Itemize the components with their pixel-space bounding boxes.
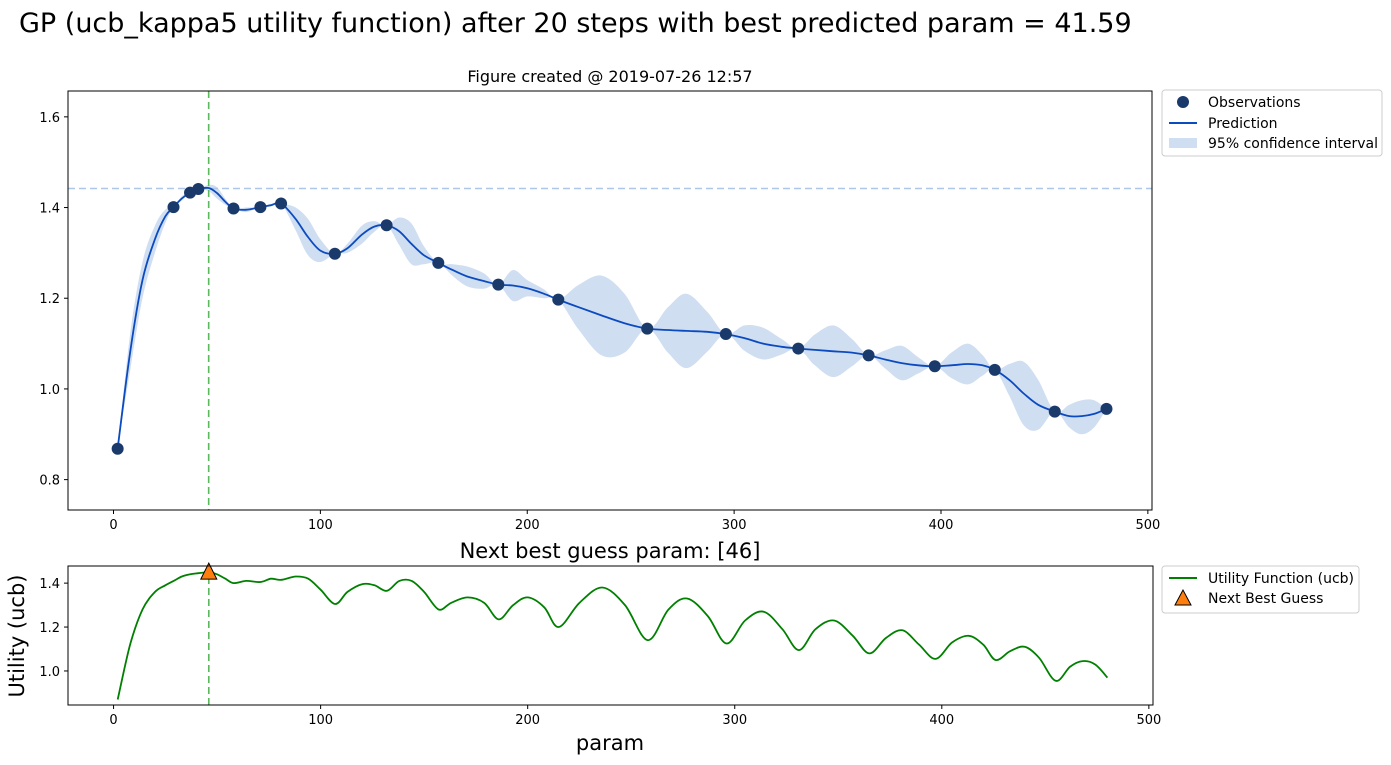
legend-utility-label: Utility Function (ucb) bbox=[1208, 571, 1354, 587]
bottom-axes-frame bbox=[67, 565, 1154, 706]
observation-point bbox=[988, 363, 1001, 376]
bottom-plot-area bbox=[116, 562, 1109, 705]
utility-line bbox=[116, 571, 1109, 700]
observation-point bbox=[167, 201, 180, 214]
observation-point bbox=[719, 328, 732, 341]
observation-point bbox=[552, 293, 565, 306]
bottom-legend: Utility Function (ucb) Next Best Guess bbox=[1161, 565, 1360, 614]
legend-next-guess-label: Next Best Guess bbox=[1208, 591, 1323, 607]
top-xtick-label: 500 bbox=[1135, 518, 1160, 533]
legend-prediction-label: Prediction bbox=[1208, 116, 1278, 132]
observation-point bbox=[328, 247, 341, 260]
observation-point bbox=[928, 360, 941, 373]
bot-ytick-label: 1.4 bbox=[39, 577, 60, 592]
bottom-panel-title: Next best guess param: [46] bbox=[460, 539, 761, 563]
top-plot-area bbox=[68, 91, 1152, 510]
observation-point bbox=[1100, 402, 1113, 415]
observation-point bbox=[1048, 405, 1061, 418]
top-xtick-label: 300 bbox=[722, 518, 747, 533]
utility-panel: Next best guess param: [46] 0 100 200 300 40… bbox=[5, 539, 1161, 755]
top-legend-box bbox=[1161, 89, 1383, 157]
observation-point bbox=[380, 219, 393, 232]
top-xtick-label: 0 bbox=[109, 518, 117, 533]
figure-suptitle: GP (ucb_kappa5 utility function) after 2… bbox=[19, 8, 1132, 39]
top-ytick-label: 1.6 bbox=[39, 111, 60, 126]
observation-point bbox=[492, 278, 505, 291]
legend-observations-marker bbox=[1177, 96, 1189, 108]
observation-point bbox=[432, 256, 445, 269]
bot-ytick-label: 1.2 bbox=[39, 621, 60, 636]
observation-point bbox=[641, 322, 654, 335]
bot-xtick-label: 500 bbox=[1136, 713, 1161, 728]
top-panel-title: Figure created @ 2019-07-26 12:57 bbox=[467, 67, 752, 86]
observation-point bbox=[111, 442, 124, 455]
bottom-y-axis-label: Utility (ucb) bbox=[5, 574, 29, 697]
bot-xtick-label: 300 bbox=[722, 713, 747, 728]
prediction-line bbox=[116, 186, 1107, 449]
observation-point bbox=[192, 182, 205, 195]
top-ytick-label: 1.0 bbox=[39, 383, 60, 398]
gp-prediction-panel: Figure created @ 2019-07-26 12:57 0 100 20… bbox=[39, 67, 1160, 533]
bottom-x-axis: 0 100 200 300 400 500 bbox=[109, 705, 1161, 728]
legend-confidence-label: 95% confidence interval bbox=[1208, 136, 1378, 152]
top-ytick-label: 1.4 bbox=[39, 202, 60, 217]
observation-point bbox=[792, 342, 805, 355]
bottom-y-axis: 1.0 1.2 1.4 bbox=[39, 577, 68, 680]
legend-confidence-swatch bbox=[1169, 138, 1197, 148]
next-best-guess-marker bbox=[199, 562, 218, 580]
top-legend: Observations Prediction 95% confidence i… bbox=[1161, 89, 1383, 157]
bottom-legend-box bbox=[1161, 565, 1360, 614]
observation-point bbox=[275, 197, 288, 210]
confidence-interval-band bbox=[117, 184, 1107, 449]
top-ytick-label: 0.8 bbox=[39, 474, 60, 489]
top-xtick-label: 200 bbox=[515, 518, 540, 533]
observation-point bbox=[227, 202, 240, 215]
bot-xtick-label: 100 bbox=[308, 713, 333, 728]
legend-observations-label: Observations bbox=[1208, 95, 1301, 111]
top-y-axis: 0.8 1.0 1.2 1.4 1.6 bbox=[39, 111, 68, 489]
bot-xtick-label: 0 bbox=[109, 713, 117, 728]
top-xtick-label: 100 bbox=[308, 518, 333, 533]
bot-xtick-label: 400 bbox=[929, 713, 954, 728]
observation-point bbox=[254, 201, 267, 214]
observation-point bbox=[862, 349, 875, 362]
legend-next-guess-marker bbox=[1174, 588, 1192, 606]
top-xtick-label: 400 bbox=[929, 518, 954, 533]
top-axes-frame bbox=[67, 90, 1153, 511]
bot-xtick-label: 200 bbox=[515, 713, 540, 728]
bot-ytick-label: 1.0 bbox=[39, 665, 60, 680]
bottom-x-axis-label: param bbox=[576, 731, 644, 755]
top-ytick-label: 1.2 bbox=[39, 292, 60, 307]
top-x-axis: 0 100 200 300 400 500 bbox=[109, 510, 1160, 533]
